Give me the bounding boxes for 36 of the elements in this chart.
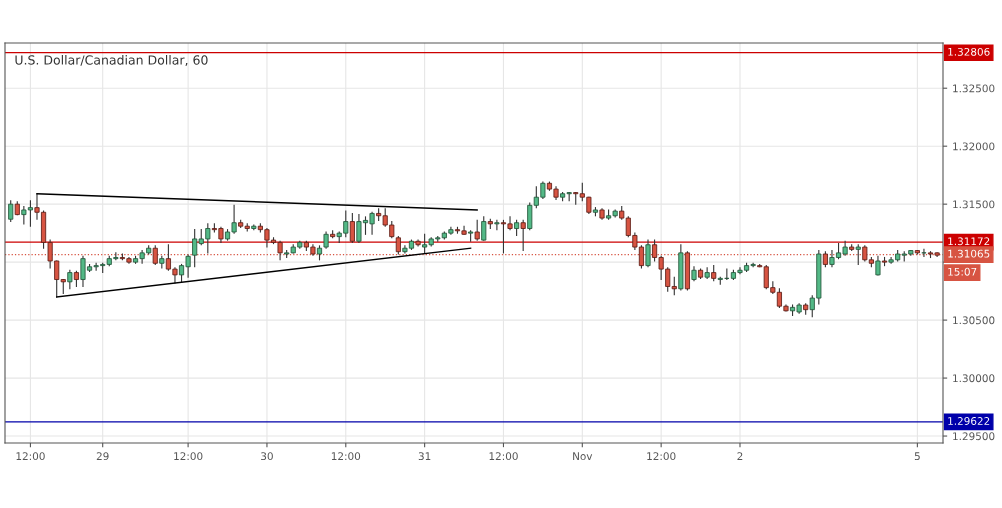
candlestick [349, 212, 355, 243]
x-tick-label: 29 [96, 452, 109, 461]
x-tick-label: Nov [573, 452, 593, 461]
x-tick-label: 5 [914, 452, 920, 461]
x-tick-label: 12:00 [16, 452, 45, 461]
candlestick [67, 269, 73, 290]
text: U.S. Dollar/Canadian Dollar, 60 [15, 55, 208, 66]
y-tick-label: 1.29500 [953, 432, 995, 441]
x-tick-label: 30 [261, 452, 273, 461]
x-tick-label: 31 [418, 452, 431, 461]
y-tick-label: 1.31500 [953, 200, 995, 209]
candlestick [645, 239, 651, 268]
candlestick [520, 219, 526, 252]
y-tick-label: 1.32000 [953, 142, 995, 151]
candlestick [704, 267, 710, 279]
x-tick-label: 12:00 [174, 452, 203, 461]
candlestick [875, 255, 881, 276]
ref-line-label: 1.31172 [948, 237, 990, 246]
candlestick [494, 219, 500, 231]
ref-line-label: 1.29622 [948, 417, 990, 425]
candlestick [481, 216, 487, 241]
candlestick [474, 219, 480, 241]
text: 15:07 [948, 267, 977, 276]
candlestick [415, 239, 421, 247]
ref-line-label: 1.31065 [948, 249, 990, 258]
x-tick-label: 12:00 [489, 452, 518, 461]
y-tick-label: 1.30000 [953, 374, 995, 383]
candlestick [855, 244, 861, 266]
y-tick-label: 1.32500 [953, 84, 995, 93]
candlestick [921, 248, 927, 257]
x-tick-label: 12:00 [647, 452, 676, 461]
x-tick-label: 12:00 [331, 452, 361, 461]
candlestick [8, 200, 14, 223]
ref-line-label: 1.32806 [948, 47, 990, 56]
y-tick-label: 1.30500 [953, 316, 995, 325]
x-tick-label: 2 [737, 452, 743, 460]
